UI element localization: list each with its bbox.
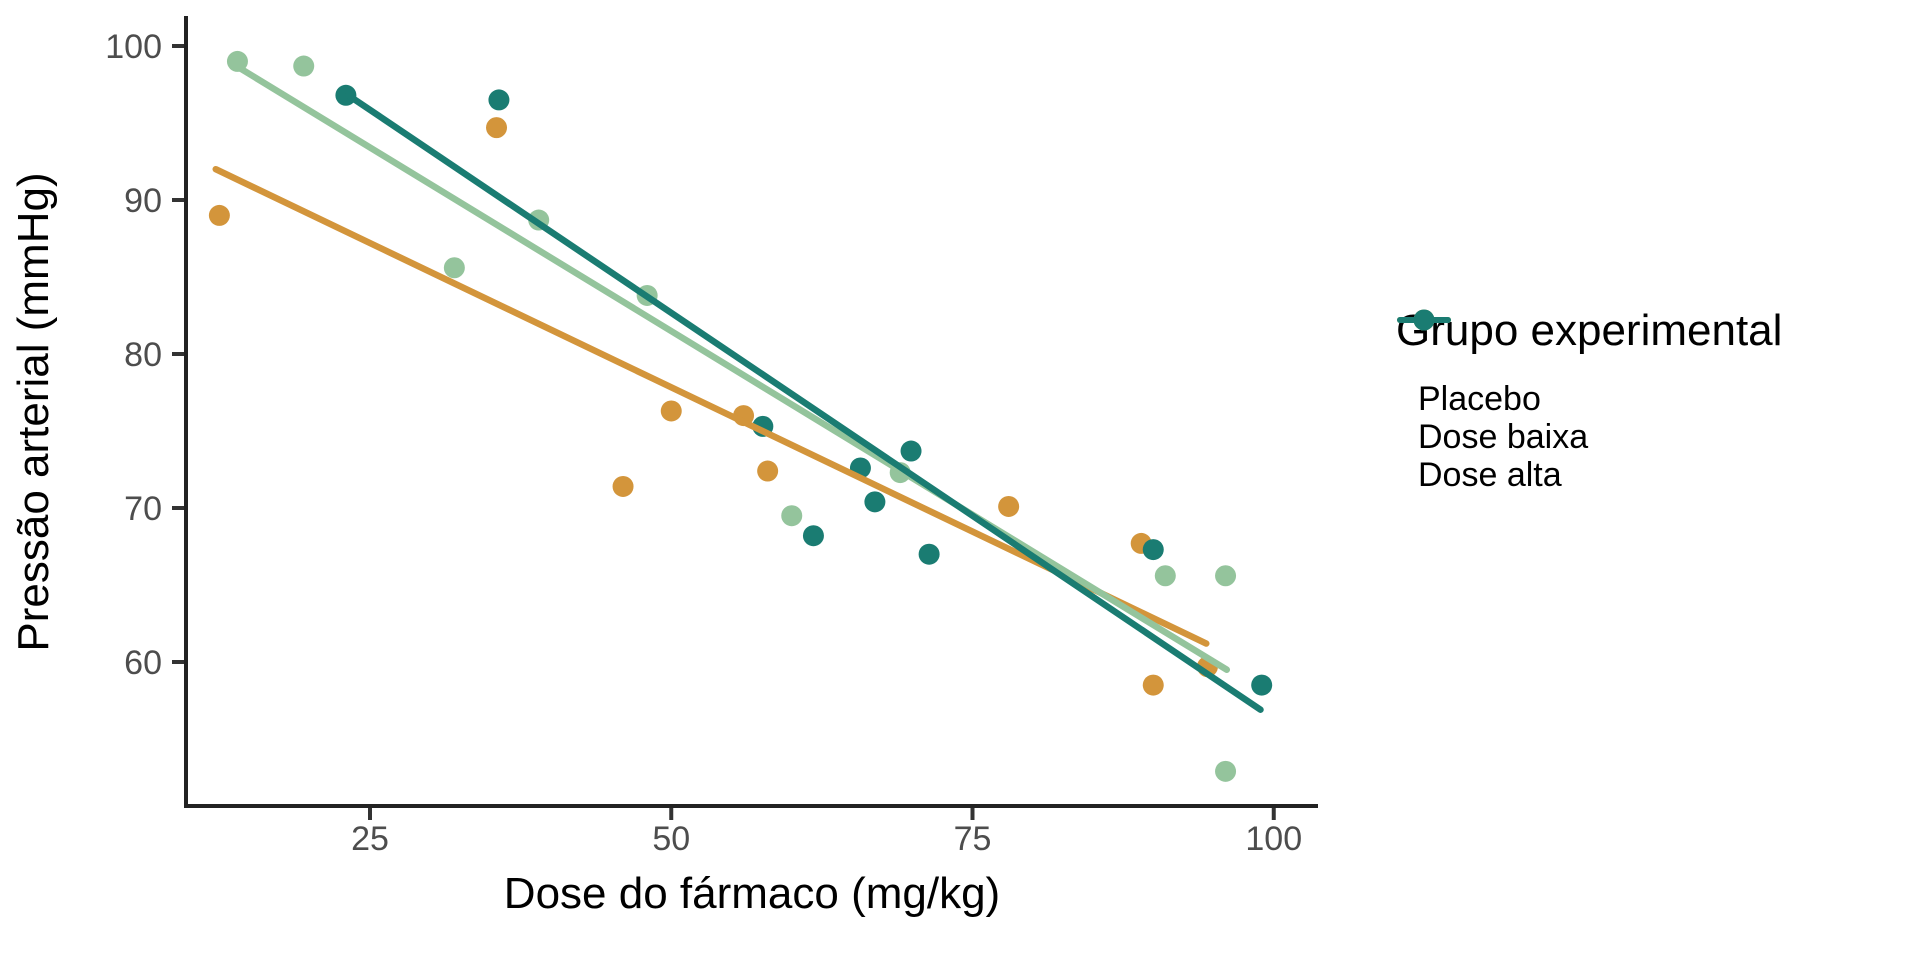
- data-point: [1142, 674, 1164, 696]
- y-tick-label: 70: [124, 490, 162, 528]
- x-tick-label: 100: [1245, 820, 1302, 858]
- x-tick-label: 25: [351, 820, 389, 858]
- legend-key-point: [1413, 309, 1435, 331]
- legend-key-icon: [1397, 309, 1451, 331]
- data-point: [781, 505, 803, 527]
- trend-line: [230, 61, 1231, 673]
- y-tick-label: 100: [105, 28, 162, 66]
- legend-item: Placebo: [1396, 309, 1782, 418]
- data-point: [757, 460, 779, 482]
- data-point: [1142, 539, 1164, 561]
- data-point: [293, 55, 315, 77]
- scatter-points-layer: [208, 50, 1273, 782]
- y-axis-ticks: 100 90 80 70 60: [105, 28, 184, 682]
- trend-lines-layer: [212, 61, 1264, 713]
- x-axis-title: Dose do fármaco (mg/kg): [504, 869, 1000, 918]
- data-point: [208, 204, 230, 226]
- data-point: [1154, 565, 1176, 587]
- data-point: [802, 525, 824, 547]
- y-axis-title: Pressão arterial (mmHg): [9, 172, 58, 651]
- legend-item-label: Dose baixa: [1418, 417, 1589, 456]
- legend-item-label: Placebo: [1418, 379, 1541, 418]
- legend-item-label: Dose alta: [1418, 455, 1562, 494]
- y-tick-label: 90: [124, 182, 162, 220]
- legend-item: Dose alta: [1396, 309, 1782, 494]
- data-point: [1215, 565, 1237, 587]
- legend-items: Placebo Dose baixa Dose alta: [1396, 309, 1782, 494]
- data-point: [612, 475, 634, 497]
- data-point: [918, 543, 940, 565]
- legend-item: Dose baixa: [1396, 309, 1782, 456]
- data-point: [1251, 674, 1273, 696]
- data-point: [864, 491, 886, 513]
- data-point: [900, 440, 922, 462]
- data-point: [443, 257, 465, 279]
- x-tick-label: 75: [954, 820, 992, 858]
- trend-line: [345, 92, 1264, 713]
- legend-title: Grupo experimental: [1396, 306, 1783, 355]
- y-tick-label: 80: [124, 336, 162, 374]
- data-point: [1215, 760, 1237, 782]
- y-tick-label: 60: [124, 644, 162, 682]
- data-point: [660, 400, 682, 422]
- x-axis-ticks: 25 50 75 100: [351, 808, 1302, 858]
- data-point: [488, 89, 510, 111]
- legend: Grupo experimental Placebo Dose baixa Dose…: [1396, 306, 1782, 494]
- data-point: [998, 495, 1020, 517]
- x-tick-label: 50: [652, 820, 690, 858]
- data-point: [486, 117, 508, 139]
